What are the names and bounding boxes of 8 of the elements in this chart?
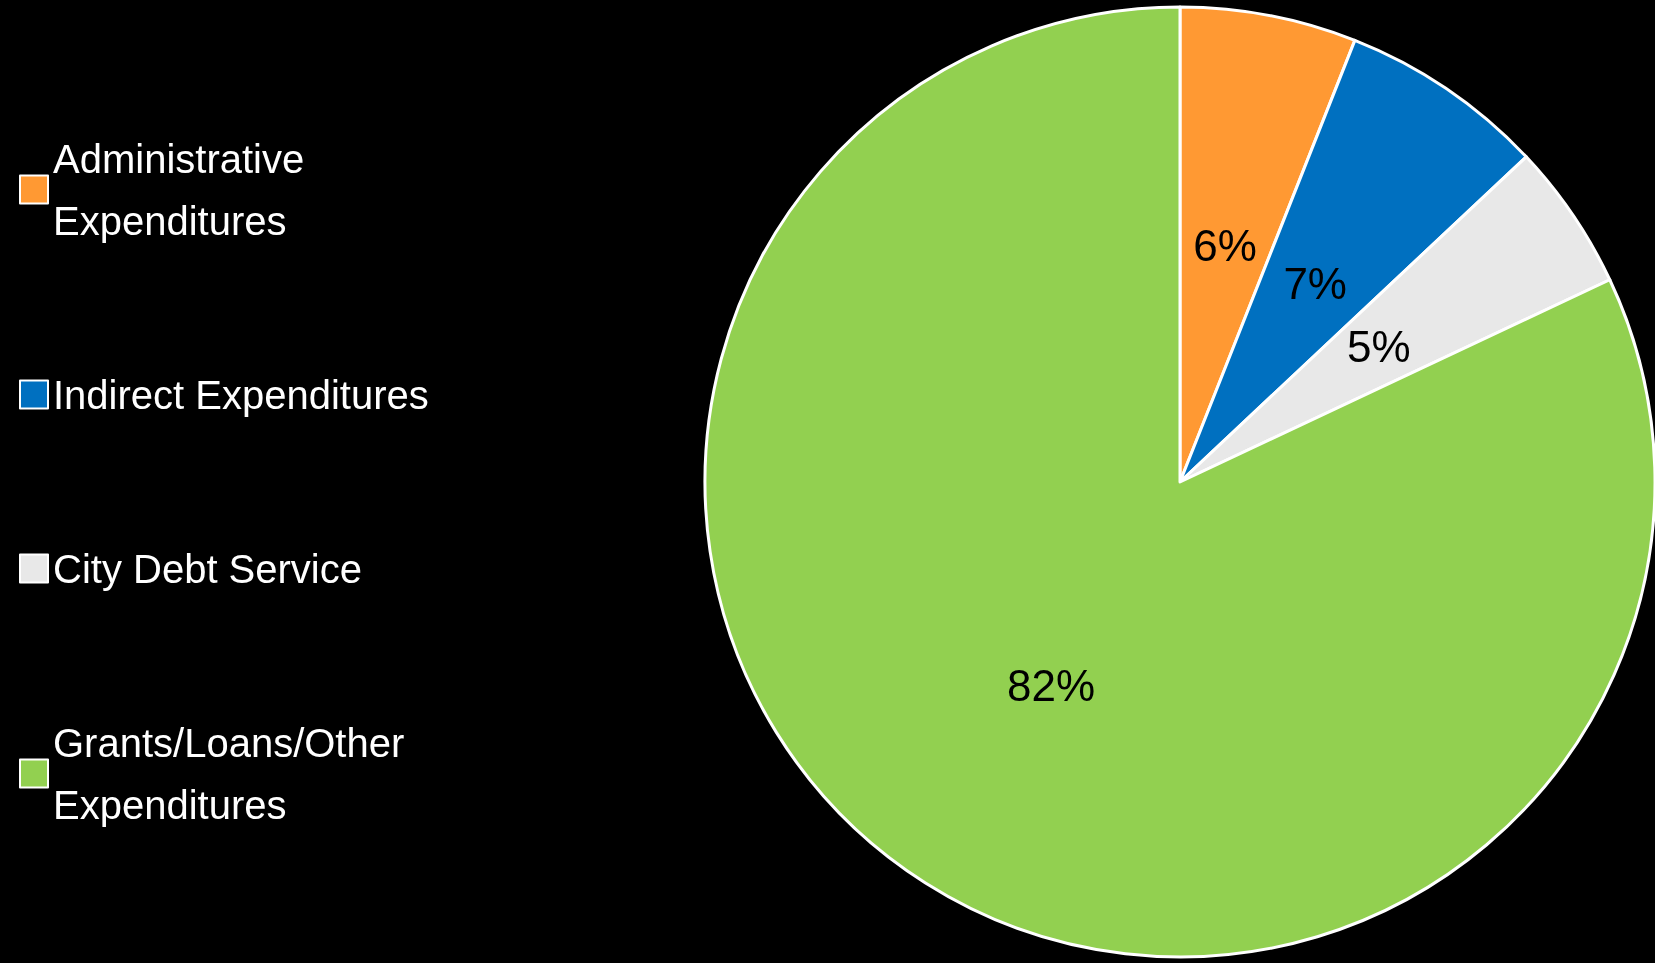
data-label: 7% [1283, 258, 1347, 308]
legend-label: City Debt Service [53, 546, 362, 591]
legend-label: Indirect Expenditures [53, 372, 429, 417]
data-label: 5% [1347, 322, 1411, 372]
data-label: 82% [1007, 660, 1096, 710]
legend-label: Grants/Loans/Other Expenditures [53, 720, 416, 827]
legend-label: Administrative Expenditures [53, 136, 316, 243]
data-label: 6% [1193, 221, 1257, 271]
